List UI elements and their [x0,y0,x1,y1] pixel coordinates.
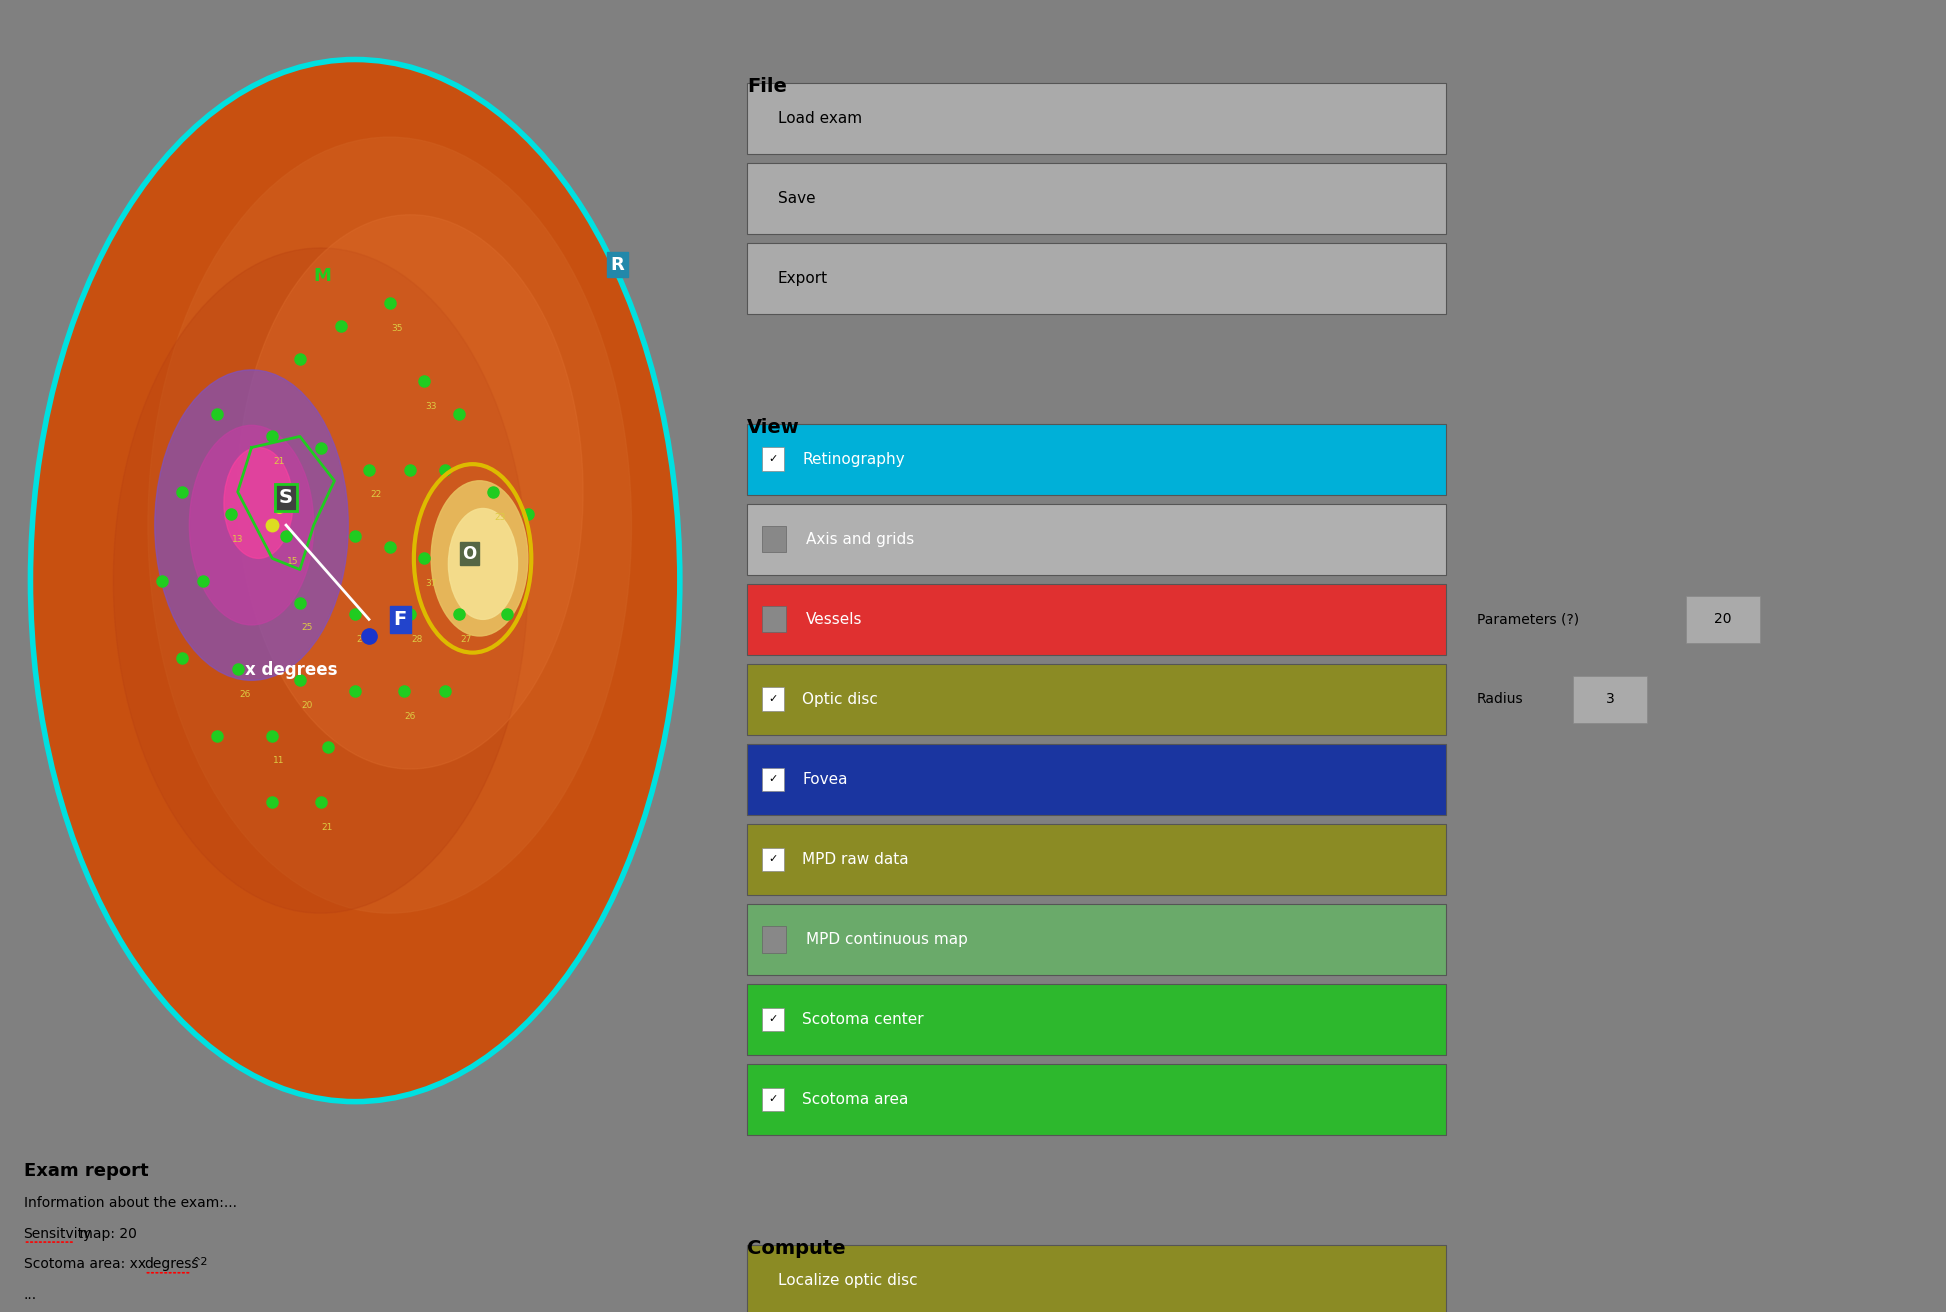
Text: 33: 33 [426,401,438,411]
Circle shape [148,138,631,913]
Text: F: F [393,610,407,628]
Text: R: R [611,256,625,274]
FancyBboxPatch shape [761,926,786,953]
Text: S: S [278,488,294,506]
Circle shape [156,370,348,681]
Text: Scotoma area: Scotoma area [802,1092,909,1107]
Text: 20: 20 [1714,613,1732,626]
Text: ✓: ✓ [769,694,778,705]
Circle shape [189,425,313,625]
Text: Scotoma area: xx: Scotoma area: xx [23,1257,150,1271]
Text: 21: 21 [274,457,284,466]
FancyBboxPatch shape [747,424,1446,495]
Text: O: O [461,544,477,563]
Text: ✓: ✓ [769,1014,778,1025]
Text: Load exam: Load exam [778,110,862,126]
FancyBboxPatch shape [747,83,1446,154]
Text: 26: 26 [239,690,251,699]
Text: 25: 25 [302,623,313,632]
Text: Fovea: Fovea [802,771,848,787]
Text: Compute: Compute [747,1240,847,1258]
Circle shape [113,248,527,913]
Text: ✓: ✓ [769,774,778,785]
Text: 23: 23 [494,513,506,522]
Text: 21: 21 [321,823,333,832]
Text: degress: degress [144,1257,198,1271]
Text: Parameters (?): Parameters (?) [1477,613,1578,626]
FancyBboxPatch shape [1574,676,1646,723]
FancyBboxPatch shape [747,904,1446,975]
Text: 20: 20 [302,701,313,710]
Text: ✓: ✓ [769,1094,778,1105]
Circle shape [224,447,294,559]
Text: 37: 37 [426,579,438,588]
Text: Information about the exam:...: Information about the exam:... [23,1197,237,1210]
Circle shape [432,480,527,636]
Text: File: File [747,77,786,96]
Text: MPD continuous map: MPD continuous map [806,932,967,947]
FancyBboxPatch shape [761,526,786,552]
Text: x degrees: x degrees [245,661,337,678]
Text: M: M [313,268,331,285]
Text: 15: 15 [288,556,300,565]
FancyBboxPatch shape [747,1245,1446,1312]
FancyBboxPatch shape [747,984,1446,1055]
FancyBboxPatch shape [1685,596,1759,643]
FancyBboxPatch shape [761,447,784,471]
FancyBboxPatch shape [761,1008,784,1031]
Text: Localize optic disc: Localize optic disc [778,1273,917,1288]
Text: Retinography: Retinography [802,451,905,467]
FancyBboxPatch shape [747,744,1446,815]
Text: ^2: ^2 [191,1257,208,1267]
FancyBboxPatch shape [747,504,1446,575]
Text: Radius: Radius [1477,693,1524,706]
Text: Vessels: Vessels [806,611,862,627]
FancyBboxPatch shape [761,848,784,871]
Text: 22: 22 [370,491,381,500]
FancyBboxPatch shape [761,687,784,711]
Text: Export: Export [778,270,827,286]
Text: Optic disc: Optic disc [802,691,878,707]
Text: MPD raw data: MPD raw data [802,851,909,867]
FancyBboxPatch shape [747,584,1446,655]
Text: 27: 27 [459,635,471,643]
Text: Save: Save [778,190,815,206]
Text: 26: 26 [356,635,368,643]
Circle shape [31,59,679,1102]
Text: Sensitvity: Sensitvity [23,1227,91,1241]
Text: ✓: ✓ [769,454,778,464]
Text: ...: ... [23,1288,37,1302]
FancyBboxPatch shape [747,664,1446,735]
Text: ✓: ✓ [769,854,778,865]
Text: 35: 35 [391,324,403,333]
Text: 26: 26 [405,712,416,722]
Text: 13: 13 [232,535,243,543]
Text: 3: 3 [1605,693,1615,706]
FancyBboxPatch shape [761,768,784,791]
FancyBboxPatch shape [747,1064,1446,1135]
FancyBboxPatch shape [761,606,786,632]
FancyBboxPatch shape [747,243,1446,314]
Circle shape [448,509,518,619]
Text: Exam report: Exam report [23,1162,148,1179]
Text: 11: 11 [272,757,284,765]
Text: map: 20: map: 20 [76,1227,138,1241]
Text: Scotoma center: Scotoma center [802,1012,924,1027]
Text: View: View [747,419,800,437]
FancyBboxPatch shape [747,163,1446,234]
Text: Axis and grids: Axis and grids [806,531,915,547]
Circle shape [237,215,584,769]
Text: 28: 28 [413,635,422,643]
FancyBboxPatch shape [747,824,1446,895]
FancyBboxPatch shape [761,1088,784,1111]
